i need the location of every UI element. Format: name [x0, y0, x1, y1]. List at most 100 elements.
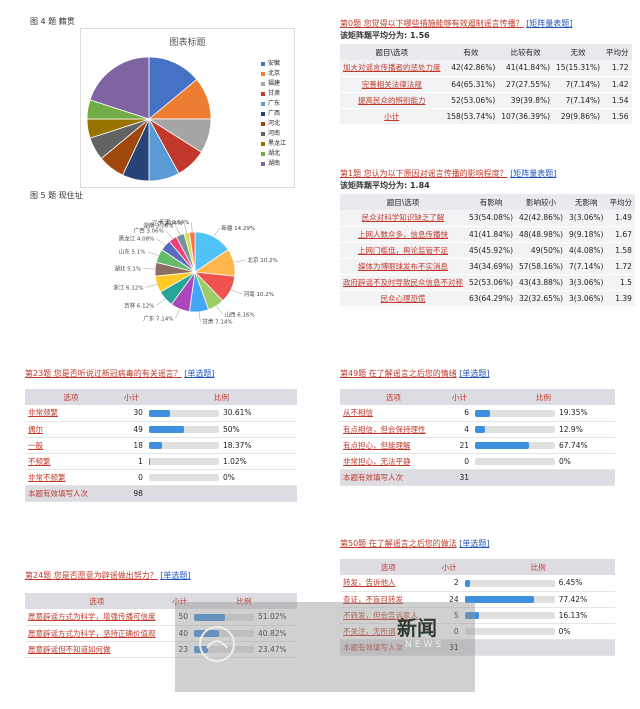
q0a-type-link[interactable]: [矩阵量表题] [526, 19, 573, 28]
option-count: 30 [116, 405, 146, 422]
table-row: 小计 158(53.74%) 107(36.39%) 29(9.86%) 1.56 [340, 108, 632, 125]
table-cell: 53(54.08%) [466, 210, 516, 227]
legend-item: 湖南 [261, 159, 286, 169]
q50-type-link[interactable]: [单选题] [459, 539, 490, 548]
column-header: 无影响 [566, 194, 607, 210]
table-cell: 32(32.65%) [516, 290, 566, 307]
header-row: 选项 小计 比例 [25, 389, 297, 405]
legend-swatch [261, 61, 265, 66]
table-cell: 1.67 [606, 226, 635, 243]
header-row: 选项 小计 比例 [340, 389, 615, 405]
option-label: 不关注，无所谓 [340, 623, 437, 640]
q0b-block: 第1题 您认为以下原因对谣言传播的影响程度？ [矩阵量表题] 该矩阵题平均分为:… [340, 168, 635, 307]
ratio-bar-fill [148, 426, 184, 433]
option-label: 从不相信 [340, 405, 447, 422]
total-blank [145, 485, 297, 502]
option-count: 0 [116, 469, 146, 486]
table-cell: 3(3.06%) [566, 290, 607, 307]
total-count: 31 [436, 639, 462, 656]
table-row: 加大对谣言传播者的惩处力度 42(42.86%) 41(41.84%) 15(15.3… [340, 60, 632, 77]
total-label: 本题有效填写人次 [340, 639, 437, 656]
ratio-percent: 50% [222, 424, 240, 434]
total-blank [461, 639, 615, 656]
ratio-cell: 19.35% [472, 405, 615, 422]
watermark-text: 新闻 [397, 616, 437, 640]
total-count: 31 [446, 469, 472, 486]
q49-type-link[interactable]: [单选题] [459, 369, 490, 378]
option-count: 23 [168, 641, 192, 658]
watermark-overlay: 新闻 NEWS [175, 602, 475, 692]
column-header: 比例 [472, 389, 615, 405]
table-cell: 9(9.18%) [566, 226, 607, 243]
column-header: 小计 [446, 389, 472, 405]
legend-swatch [261, 91, 265, 96]
total-blank [472, 469, 615, 486]
ratio-bar [464, 579, 555, 587]
option-label: 不频繁 [25, 453, 117, 470]
table-cell: 3(3.06%) [566, 210, 607, 227]
legend-item: 北京 [261, 69, 286, 79]
legend-swatch [261, 81, 265, 86]
ratio-percent: 19.35% [559, 408, 588, 418]
q24-type-link[interactable]: [单选题] [160, 571, 191, 580]
slice-label: 北京 10.2% [247, 256, 277, 264]
ratio-bar [475, 426, 555, 433]
fig5-caption: 图 5 题 现住址 [30, 191, 83, 200]
ratio-bar [464, 612, 555, 619]
q49-block: 第49题 在了解谣言之后您的情绪 [单选题] 选项 小计 比例 从不相信 6 19.35%… [340, 368, 630, 486]
ratio-percent: 51.02% [258, 612, 287, 622]
ratio-percent: 6.45% [558, 578, 583, 588]
option-label: 有点相信，但会保持理性 [340, 421, 447, 438]
table-cell: 42(42.86%) [443, 60, 499, 77]
q23-type-link[interactable]: [单选题] [184, 369, 215, 378]
total-label: 本题有效填写人次 [340, 469, 447, 486]
slice-label: 甘肃 7.14% [202, 318, 232, 326]
q0a-title: 第0题 您觉得以下哪些措施能够有效遏制谣言传播？ [340, 19, 524, 28]
option-count: 0 [446, 453, 472, 470]
ratio-bar [148, 474, 219, 481]
legend-swatch [261, 151, 265, 156]
table-row: 转发，告诉他人 2 6.45% [340, 575, 615, 592]
column-header: 比例 [191, 593, 297, 609]
legend-item: 河北 [261, 119, 286, 129]
legend-swatch [261, 131, 265, 136]
table-row: 非常不频繁 0 0% [25, 469, 297, 486]
row-label: 小计 [340, 108, 444, 125]
ratio-bar-fill [148, 409, 171, 417]
legend-label: 广西 [268, 110, 281, 117]
ratio-bar [148, 442, 219, 449]
legend-label: 广东 [268, 100, 281, 107]
q0b-table: 题目\选项 有影响 影响较小 无影响 平均分 民众对科学知识缺乏了解 53(54.08%) 4… [340, 194, 635, 307]
option-label: 非常不频繁 [25, 469, 117, 486]
q0b-type-link[interactable]: [矩阵量表题] [510, 169, 557, 178]
ratio-cell: 30.61% [145, 405, 297, 422]
ratio-percent: 1.02% [222, 456, 247, 466]
ratio-bar-fill [148, 442, 162, 449]
ratio-bar-fill [148, 458, 150, 465]
table-cell: 57(58.16%) [516, 258, 566, 275]
ratio-bar [148, 458, 219, 465]
legend-swatch [261, 121, 265, 126]
fig4-pie [87, 56, 212, 182]
ratio-percent: 0% [222, 472, 235, 482]
slice-label: 河南 10.2% [244, 290, 274, 298]
slice-label: 黑龙江 4.08% [119, 235, 155, 243]
legend-item: 黑龙江 [261, 139, 286, 149]
slice-label: 湖南 3.06% [143, 222, 173, 230]
option-label: 转发，告诉他人 [340, 575, 437, 592]
header-row: 选项 小计 比例 [25, 593, 297, 609]
ratio-cell: 6.45% [461, 575, 615, 592]
ratio-bar-fill [464, 596, 535, 603]
q49-title: 第49题 在了解谣言之后您的情绪 [340, 369, 457, 378]
row-label: 提高民众的辨别能力 [340, 92, 444, 109]
ratio-percent: 77.42% [558, 594, 588, 604]
label-leader [198, 311, 201, 322]
ratio-cell: 16.13% [461, 607, 615, 624]
q23-title: 第23题 您是否听说过新冠病毒的有关谣言？ [25, 369, 182, 378]
legend-label: 湖南 [268, 160, 281, 167]
option-label: 非常频繁 [25, 405, 117, 422]
table-cell: 1.49 [606, 210, 635, 227]
ratio-percent: 18.37% [222, 440, 252, 450]
ratio-cell: 0% [461, 623, 615, 640]
table-cell: 27(27.55%) [498, 76, 554, 93]
